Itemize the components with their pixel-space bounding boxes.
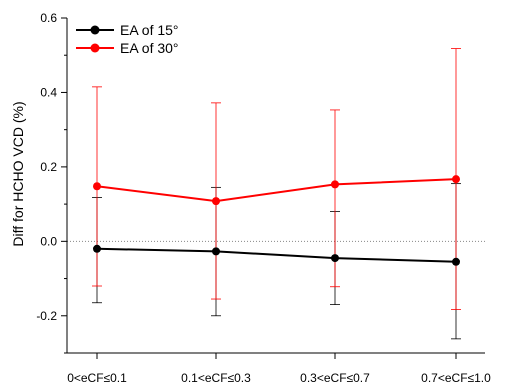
- legend-label: EA of 30°: [120, 40, 179, 56]
- data-point: [452, 257, 460, 266]
- y-tick-label: -0.2: [36, 309, 57, 323]
- y-tick-label: 0.6: [40, 11, 57, 25]
- data-point: [331, 180, 339, 189]
- legend-label: EA of 15°: [120, 22, 179, 38]
- data-point: [93, 244, 101, 253]
- y-tick-label: 0.4: [40, 85, 57, 99]
- legend-swatch-marker: [90, 25, 100, 35]
- x-tick-label: 0.7<eCF≤1.0: [421, 371, 491, 385]
- data-point: [93, 182, 101, 191]
- legend-item: EA of 15°: [76, 22, 179, 38]
- y-tick-label: 0.2: [40, 160, 57, 174]
- x-tick-label: 0<eCF≤0.1: [67, 371, 127, 385]
- x-tick-label: 0.3<eCF≤0.7: [300, 371, 370, 385]
- legend: EA of 15° EA of 30°: [76, 22, 179, 56]
- y-axis-label: Diff for HCHO VCD (%): [10, 101, 26, 246]
- data-point: [212, 247, 220, 256]
- data-point: [331, 254, 339, 263]
- series-line: [96, 178, 457, 203]
- data-point: [452, 175, 460, 184]
- series-line: [96, 247, 457, 263]
- data-point: [212, 197, 220, 206]
- y-tick-label: 0.0: [40, 234, 57, 248]
- legend-item: EA of 30°: [76, 40, 179, 56]
- x-tick-label: 0.1<eCF≤0.3: [181, 371, 251, 385]
- legend-swatch-marker: [90, 43, 100, 53]
